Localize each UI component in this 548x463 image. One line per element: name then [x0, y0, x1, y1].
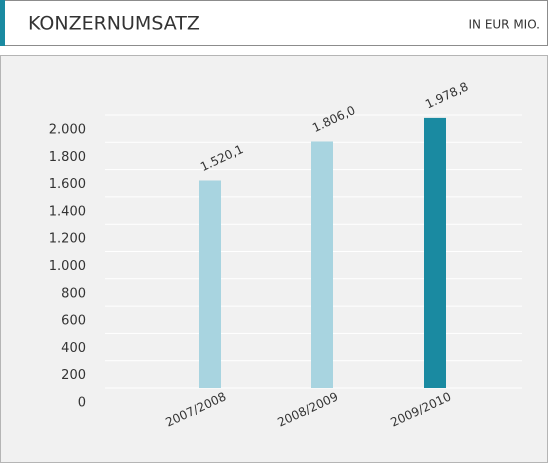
bar — [424, 117, 446, 388]
header-box — [0, 0, 548, 46]
y-tick-label: 1.600 — [49, 177, 86, 192]
chart-subtitle: IN EUR MIO. — [468, 18, 540, 32]
y-tick-label: 600 — [61, 314, 86, 329]
header-accent — [0, 0, 5, 46]
y-tick-label: 200 — [61, 368, 86, 383]
y-tick-label: 0 — [78, 396, 86, 411]
y-tick-label: 1.200 — [49, 232, 86, 247]
plot-background — [0, 55, 548, 463]
y-tick-label: 800 — [61, 286, 86, 301]
bar — [311, 141, 333, 388]
y-tick-label: 1.000 — [49, 259, 86, 274]
y-tick-label: 2.000 — [49, 123, 86, 138]
bar — [199, 180, 221, 388]
y-tick-label: 400 — [61, 341, 86, 356]
y-tick-label: 1.800 — [49, 150, 86, 165]
y-tick-label: 1.400 — [49, 204, 86, 219]
chart-title: KONZERNUMSATZ — [28, 13, 200, 35]
